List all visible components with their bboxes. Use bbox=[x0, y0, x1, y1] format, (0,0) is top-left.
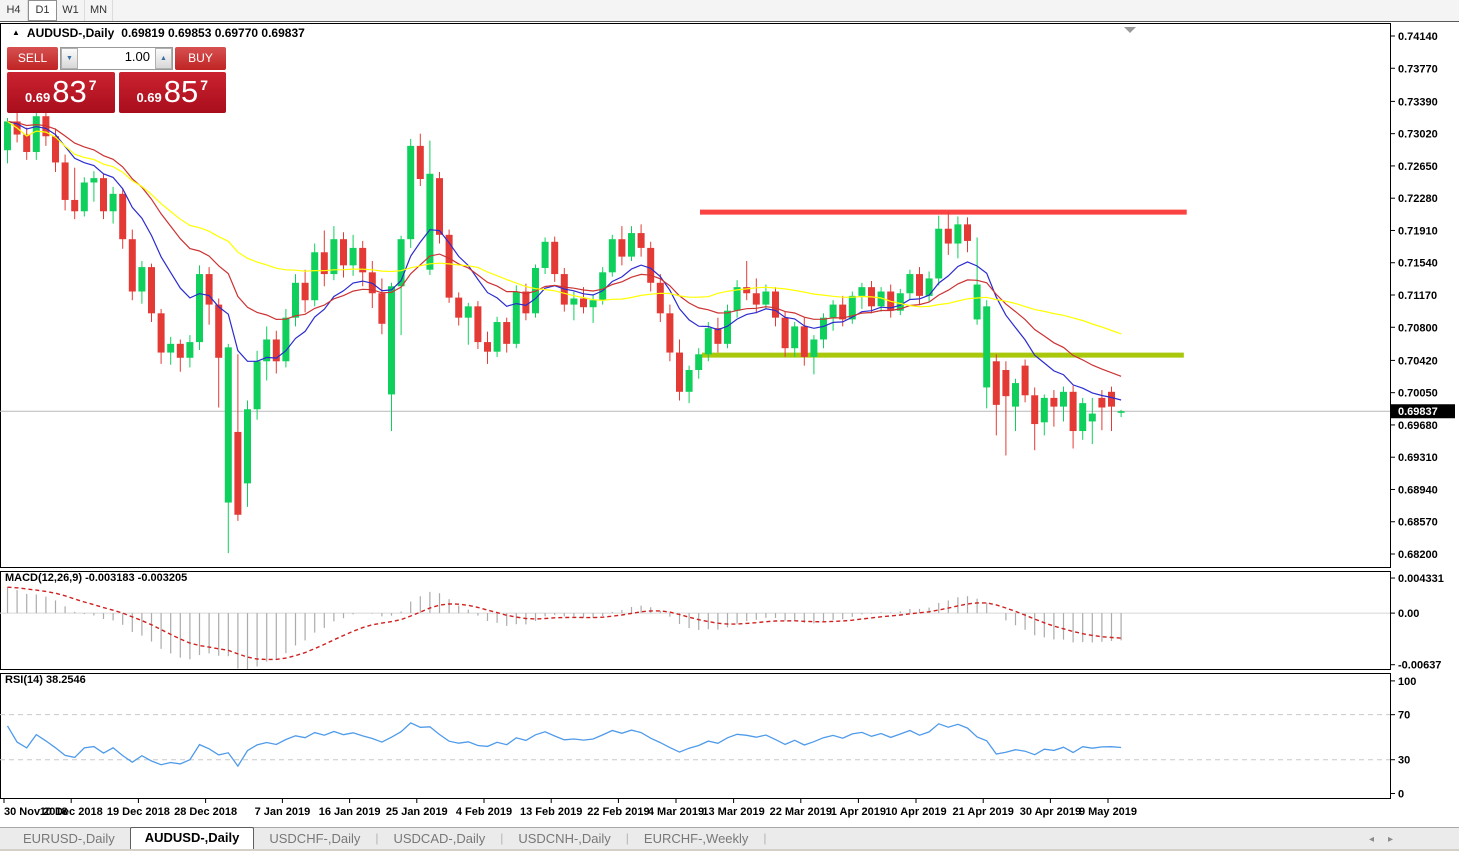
timeframe-button-d1[interactable]: D1 bbox=[28, 0, 57, 21]
tab-usdcad-daily[interactable]: USDCAD-,Daily bbox=[393, 831, 486, 846]
svg-text:0.70050: 0.70050 bbox=[1398, 388, 1438, 400]
svg-text:30 Nov 2018: 30 Nov 2018 bbox=[4, 806, 68, 818]
symbol-title: AUDUSD-,Daily bbox=[26, 26, 115, 40]
svg-text:16 Jan 2019: 16 Jan 2019 bbox=[319, 806, 381, 818]
svg-text:70: 70 bbox=[1398, 710, 1410, 722]
svg-text:0.70800: 0.70800 bbox=[1398, 322, 1438, 334]
svg-text:4 Feb 2019: 4 Feb 2019 bbox=[456, 806, 512, 818]
svg-text:7 Jan 2019: 7 Jan 2019 bbox=[255, 806, 311, 818]
tab-eurchf-weekly[interactable]: EURCHF-,Weekly bbox=[643, 831, 749, 846]
timeframe-button-mn[interactable]: MN bbox=[85, 0, 113, 21]
svg-text:1 Apr 2019: 1 Apr 2019 bbox=[831, 806, 886, 818]
svg-text:22 Feb 2019: 22 Feb 2019 bbox=[587, 806, 649, 818]
sell-price-big: 83 bbox=[52, 74, 87, 109]
svg-text:21 Apr 2019: 21 Apr 2019 bbox=[953, 806, 1014, 818]
one-click-trade-panel: SELL ▼ 1.00 ▲ BUY 0.69 83 7 0.69 85 7 bbox=[7, 47, 226, 113]
sell-price-prefix: 0.69 bbox=[24, 90, 51, 105]
svg-text:0.73020: 0.73020 bbox=[1398, 129, 1438, 141]
svg-text:28 Dec 2018: 28 Dec 2018 bbox=[174, 806, 237, 818]
svg-text:0.71170: 0.71170 bbox=[1398, 290, 1437, 302]
fast-ma bbox=[7, 120, 1122, 401]
timeframe-toolbar: H4 D1 W1 MN bbox=[0, 0, 1459, 22]
timeframe-button-w1[interactable]: W1 bbox=[57, 0, 85, 21]
svg-text:4 Mar 2019: 4 Mar 2019 bbox=[648, 806, 704, 818]
buy-button[interactable]: BUY bbox=[175, 47, 226, 70]
svg-text:0.69680: 0.69680 bbox=[1398, 420, 1438, 432]
buy-price-prefix: 0.69 bbox=[136, 90, 162, 105]
svg-text:13 Feb 2019: 13 Feb 2019 bbox=[520, 806, 582, 818]
svg-text:13 Mar 2019: 13 Mar 2019 bbox=[702, 806, 764, 818]
svg-text:25 Jan 2019: 25 Jan 2019 bbox=[386, 806, 448, 818]
sell-price-button[interactable]: 0.69 83 7 bbox=[7, 72, 115, 113]
svg-text:100: 100 bbox=[1398, 676, 1416, 688]
buy-price-big: 85 bbox=[163, 74, 199, 109]
price-axis: 0.74140 0.73770 0.73390 0.73020 0.72650 0.722… bbox=[1390, 31, 1455, 561]
tab-separator: | bbox=[763, 831, 767, 845]
svg-text:0.72280: 0.72280 bbox=[1398, 193, 1438, 205]
chart-title-bar: ▲ AUDUSD-,Daily 0.69819 0.69853 0.69770 … bbox=[8, 25, 309, 41]
macd-signal-line bbox=[7, 586, 1122, 661]
sell-price-pip: 7 bbox=[88, 77, 97, 93]
rsi-pane: 100 70 30 0 bbox=[0, 676, 1416, 800]
price-chart-canvas: 0.74140 0.73770 0.73390 0.73020 0.72650 0.722… bbox=[0, 23, 1455, 818]
svg-text:0.68200: 0.68200 bbox=[1398, 549, 1438, 561]
buy-price-pip: 7 bbox=[200, 77, 209, 93]
svg-text:0.73770: 0.73770 bbox=[1398, 63, 1438, 75]
svg-text:10 Apr 2019: 10 Apr 2019 bbox=[885, 806, 946, 818]
chart-tab-bar: EURUSD-,Daily AUDUSD-,Daily USDCHF-,Daily |… bbox=[0, 827, 1459, 849]
svg-text:0.68940: 0.68940 bbox=[1398, 484, 1438, 496]
tab-usdcnh-daily[interactable]: USDCNH-,Daily bbox=[518, 831, 611, 846]
svg-text:0.74140: 0.74140 bbox=[1398, 31, 1438, 43]
candles-layer bbox=[4, 109, 1125, 554]
tab-usdchf-daily[interactable]: USDCHF-,Daily bbox=[269, 831, 361, 846]
svg-text:0.71910: 0.71910 bbox=[1398, 225, 1438, 237]
svg-text:0.71540: 0.71540 bbox=[1398, 258, 1438, 270]
rsi-indicator-label: RSI(14) 38.2546 bbox=[5, 674, 86, 686]
svg-text:0.72650: 0.72650 bbox=[1398, 161, 1438, 173]
volume-stepper: ▼ 1.00 ▲ bbox=[60, 47, 173, 70]
tab-separator: | bbox=[375, 831, 379, 845]
window-bottom-strip bbox=[0, 849, 1459, 851]
ohlc-quote: 0.69819 0.69853 0.69770 0.69837 bbox=[121, 26, 305, 40]
svg-text:-0.00637: -0.00637 bbox=[1398, 660, 1441, 672]
chart-window: 0.74140 0.73770 0.73390 0.73020 0.72650 0.722… bbox=[0, 21, 1459, 827]
tab-eurusd-daily[interactable]: EURUSD-,Daily bbox=[23, 831, 115, 846]
volume-decrease-icon[interactable]: ▼ bbox=[61, 48, 78, 69]
volume-input[interactable]: 1.00 bbox=[124, 49, 150, 64]
svg-text:0.70420: 0.70420 bbox=[1398, 355, 1438, 367]
svg-text:0.004331: 0.004331 bbox=[1398, 573, 1444, 585]
rsi-line bbox=[6, 722, 1122, 768]
svg-text:19 Dec 2018: 19 Dec 2018 bbox=[107, 806, 170, 818]
sell-button[interactable]: SELL bbox=[7, 47, 58, 70]
buy-price-button[interactable]: 0.69 85 7 bbox=[118, 72, 226, 113]
volume-increase-icon[interactable]: ▲ bbox=[155, 48, 172, 69]
svg-text:0.68570: 0.68570 bbox=[1398, 517, 1438, 529]
tab-audusd-daily[interactable]: AUDUSD-,Daily bbox=[129, 827, 255, 849]
svg-text:9 May 2019: 9 May 2019 bbox=[1079, 806, 1137, 818]
svg-text:0.00: 0.00 bbox=[1398, 608, 1419, 620]
svg-text:22 Mar 2019: 22 Mar 2019 bbox=[770, 806, 832, 818]
tab-separator: | bbox=[625, 831, 629, 845]
medium-ma bbox=[7, 120, 1122, 377]
svg-text:30: 30 bbox=[1398, 755, 1410, 767]
tab-scroll-arrows[interactable]: ◂▸ bbox=[1368, 834, 1407, 845]
svg-text:0.69837: 0.69837 bbox=[1398, 406, 1438, 418]
timeframe-button-h4[interactable]: H4 bbox=[0, 0, 28, 21]
collapse-triangle-icon[interactable]: ▲ bbox=[12, 27, 20, 37]
tab-separator: | bbox=[500, 831, 504, 845]
svg-text:0: 0 bbox=[1398, 788, 1404, 800]
svg-text:0.69310: 0.69310 bbox=[1398, 452, 1438, 464]
scroll-to-end-icon[interactable] bbox=[1124, 27, 1136, 33]
macd-indicator-label: MACD(12,26,9) -0.003183 -0.003205 bbox=[5, 572, 188, 584]
svg-text:10 Dec 2018: 10 Dec 2018 bbox=[40, 806, 103, 818]
slow-ma bbox=[7, 121, 1122, 335]
svg-text:0.73390: 0.73390 bbox=[1398, 96, 1438, 108]
macd-pane: 0.004331 0.00 -0.00637 bbox=[0, 573, 1444, 672]
svg-text:30 Apr 2019: 30 Apr 2019 bbox=[1020, 806, 1081, 818]
